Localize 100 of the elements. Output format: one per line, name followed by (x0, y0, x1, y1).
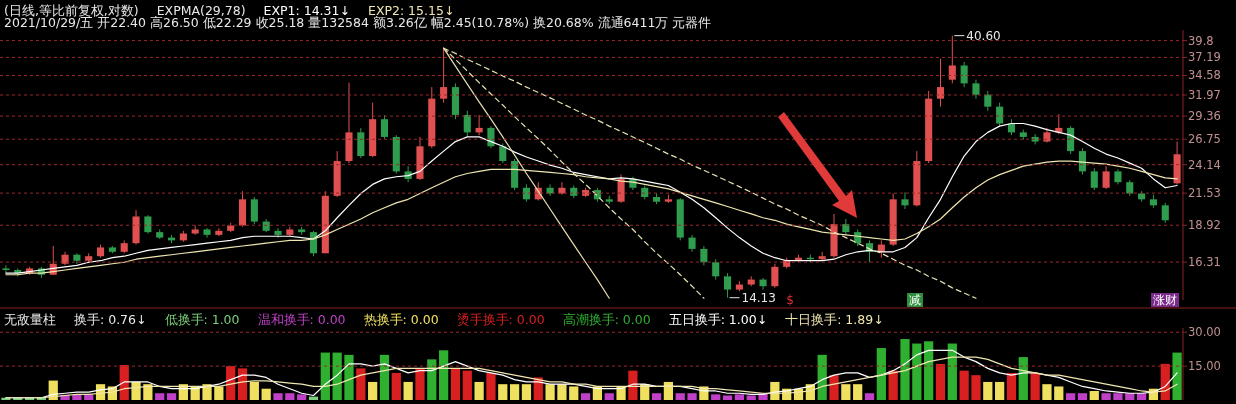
candlestick (144, 214, 152, 234)
y-tick-label: 30.00 (1188, 325, 1221, 340)
y-tick-label: 37.19 (1188, 50, 1221, 65)
bar (935, 363, 946, 400)
annotation: 减 (909, 293, 921, 307)
bar (1077, 393, 1088, 400)
y-tick-label: 29.36 (1188, 109, 1221, 124)
bar (166, 393, 177, 400)
y-tick-label: 21.53 (1188, 186, 1221, 201)
bar (509, 384, 520, 400)
candlestick (712, 258, 720, 281)
bar (403, 381, 413, 400)
bar (628, 370, 638, 400)
annotation: 涨财 (1153, 293, 1177, 307)
bar (486, 372, 496, 400)
annotation: 14.13 (741, 290, 776, 305)
candlestick (984, 90, 992, 112)
bar (214, 386, 224, 400)
bar (569, 386, 579, 400)
text: 烫手换手: 0.00 (456, 312, 545, 327)
bar (722, 395, 733, 400)
bar (521, 384, 532, 400)
bar (1066, 393, 1076, 400)
candlestick (996, 102, 1004, 127)
bar (391, 372, 401, 400)
y-tick-label: 34.58 (1188, 68, 1221, 83)
candlestick (700, 245, 708, 266)
bar (983, 381, 993, 400)
bar (1101, 393, 1111, 400)
candlestick (215, 227, 223, 237)
bar (557, 384, 567, 400)
text: 温和换手: 0.00 (257, 312, 346, 327)
candlestick (1090, 167, 1098, 191)
bar (888, 370, 898, 400)
bar (1054, 386, 1064, 400)
chart-title: 无敌量柱 (4, 312, 56, 327)
bar (604, 393, 614, 400)
bar (545, 384, 555, 400)
bar (651, 393, 662, 400)
bar (924, 341, 934, 400)
bar (474, 381, 484, 400)
candlestick (274, 227, 282, 239)
bar (746, 395, 756, 400)
candlestick (2, 264, 10, 274)
bar (853, 384, 863, 400)
legend-title: 换手: 0.76↓ (74, 312, 147, 327)
text: 热换手: 0.00 (363, 312, 439, 327)
bar (734, 394, 744, 400)
bar (947, 343, 957, 400)
y-tick-label: 31.97 (1188, 87, 1221, 102)
bar (344, 354, 354, 400)
bar (864, 393, 875, 400)
candlestick (960, 61, 968, 88)
candlestick (357, 127, 365, 159)
bar (72, 394, 82, 400)
annotation: $ (786, 293, 794, 307)
bar (273, 393, 283, 400)
candlestick (1031, 133, 1039, 145)
chart-title: (日线,等比前复权,对数) (4, 3, 139, 18)
candlestick (499, 142, 507, 164)
bar (1172, 352, 1182, 400)
bar (711, 394, 721, 400)
bar (663, 381, 674, 400)
bar (995, 381, 1005, 400)
text: 五日换手: 1.00↓ (668, 312, 768, 327)
bar (580, 393, 591, 400)
bar (261, 388, 271, 400)
bar (368, 381, 378, 400)
candlestick (724, 272, 732, 299)
bar (143, 384, 153, 400)
candlestick (771, 263, 779, 289)
bar (959, 370, 969, 400)
bar (297, 394, 307, 400)
candlestick (948, 35, 956, 84)
candlestick (972, 79, 980, 100)
y-tick-label: 16.31 (1188, 255, 1221, 270)
bar (829, 375, 839, 400)
bar (1042, 384, 1052, 400)
bar (498, 384, 508, 400)
candlestick (440, 47, 448, 104)
bar (462, 370, 472, 400)
bar (971, 375, 981, 400)
candlestick (936, 58, 945, 108)
bar (439, 350, 449, 400)
bar (249, 381, 259, 400)
bar (1006, 372, 1017, 400)
bar (912, 343, 922, 400)
bar (1113, 393, 1123, 400)
candlestick (250, 196, 258, 225)
bar (1, 397, 11, 400)
bar (155, 393, 165, 400)
y-tick-label: 39.8 (1188, 33, 1214, 48)
bar (687, 393, 697, 400)
bar (900, 339, 910, 400)
candlestick (73, 252, 81, 265)
candlestick (1161, 202, 1169, 224)
candlestick (901, 191, 909, 210)
text: 十日换手: 1.89↓ (785, 312, 884, 327)
bar (876, 348, 886, 400)
y-tick-label: 24.14 (1188, 157, 1221, 172)
